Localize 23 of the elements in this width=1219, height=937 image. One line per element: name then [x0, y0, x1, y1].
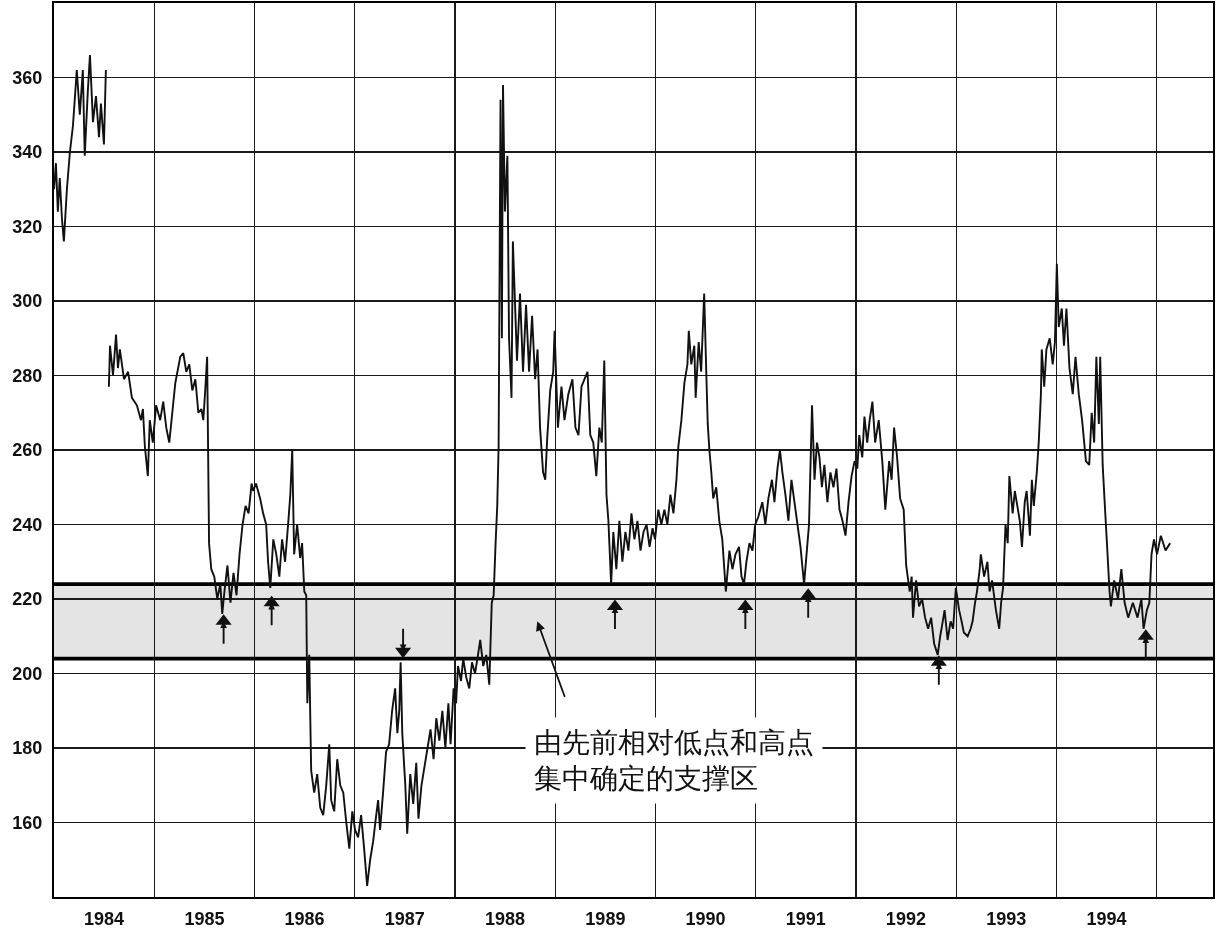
- y-tick-label: 160: [12, 812, 43, 833]
- y-tick-label: 340: [12, 142, 43, 163]
- x-tick-label: 1993: [986, 908, 1027, 929]
- y-tick-label: 280: [12, 365, 43, 386]
- y-tick-label: 240: [12, 514, 43, 535]
- x-tick-label: 1994: [1086, 908, 1127, 929]
- x-tick-label: 1991: [785, 908, 826, 929]
- x-tick-label: 1992: [885, 908, 926, 929]
- x-tick-label: 1989: [585, 908, 626, 929]
- y-tick-label: 220: [12, 589, 43, 610]
- y-tick-label: 360: [12, 67, 43, 88]
- y-tick-label: 260: [12, 440, 43, 461]
- y-tick-label: 200: [12, 663, 43, 684]
- x-tick-label: 1990: [685, 908, 726, 929]
- y-tick-label: 300: [12, 291, 43, 312]
- x-tick-label: 1987: [384, 908, 425, 929]
- y-tick-label: 180: [12, 738, 43, 759]
- x-tick-label: 1985: [184, 908, 225, 929]
- x-tick-label: 1986: [284, 908, 325, 929]
- band-label: 由先前相对低点和高点集中确定的支撑区: [534, 726, 814, 796]
- y-tick-label: 320: [12, 216, 43, 237]
- x-tick-label: 1984: [83, 908, 124, 929]
- x-tick-label: 1988: [484, 908, 525, 929]
